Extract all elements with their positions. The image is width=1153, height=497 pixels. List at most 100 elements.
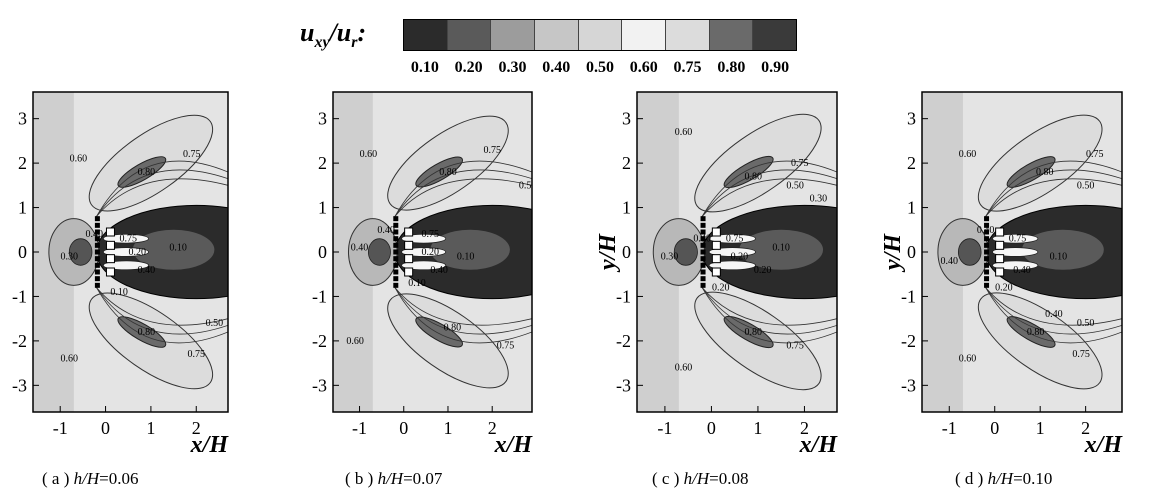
contour-label: 0.10 — [772, 243, 790, 254]
contour-label: 0.75 — [119, 234, 137, 245]
fence-marker — [700, 236, 706, 242]
fence-opening — [711, 227, 721, 237]
y-tick-label: 0 — [318, 242, 327, 262]
contour-label: 0.75 — [726, 234, 744, 245]
x-tick-label: 2 — [800, 418, 809, 438]
upstream-core — [68, 238, 93, 266]
fence-marker — [984, 282, 990, 288]
fence-marker — [393, 262, 399, 268]
contour-line — [701, 287, 837, 326]
contour-lobe — [723, 155, 774, 189]
contour-line — [394, 287, 532, 335]
legend-level-label: 0.10 — [410, 59, 439, 76]
y-tick-label: 1 — [318, 198, 327, 218]
legend-swatch — [404, 20, 448, 50]
contour-line — [985, 169, 1122, 217]
contour-label: 0.40 — [377, 225, 395, 236]
contour-label: 0.75 — [497, 340, 515, 351]
fence-opening — [995, 240, 1005, 250]
contour-label: 0.60 — [959, 149, 977, 160]
contour-line — [96, 287, 228, 335]
y-tick-label: 1 — [18, 198, 27, 218]
fence-marker — [984, 262, 990, 268]
legend-swatch — [622, 20, 667, 50]
y-tick-label: 3 — [622, 109, 631, 129]
fence-marker — [94, 256, 100, 262]
fence-marker — [94, 242, 100, 248]
fence-opening — [404, 227, 414, 237]
legend-swatch — [535, 20, 579, 50]
wake-inner — [430, 229, 510, 270]
legend-swatch — [578, 20, 623, 50]
contour-label: 0.60 — [70, 154, 88, 165]
x-tick-label: -1 — [942, 418, 957, 438]
contour-label: 0.80 — [745, 171, 763, 182]
y-tick-label: -1 — [616, 286, 631, 306]
contour-line — [985, 287, 1122, 326]
fence-marker — [393, 242, 399, 248]
contour-line — [96, 178, 228, 217]
contour-line — [394, 178, 532, 217]
y-tick-label: 0 — [18, 242, 27, 262]
fence-marker — [94, 282, 100, 288]
y-tick-label: 2 — [318, 153, 327, 173]
color-legend-bar — [403, 19, 797, 51]
fence-marker — [700, 282, 706, 288]
fence-marker — [94, 249, 100, 255]
contour-label: 0.10 — [457, 251, 475, 262]
contour-label: 0.75 — [422, 229, 440, 240]
legend-level-label: 0.40 — [542, 59, 571, 76]
y-tick-label: 0 — [907, 242, 916, 262]
contour-line — [394, 287, 532, 326]
contour-label: 0.75 — [483, 145, 501, 156]
contour-label: 0.10 — [169, 243, 187, 254]
contour-field: 0.600.800.750.500.400.400.750.100.400.20… — [922, 92, 1122, 412]
legend-swatch — [666, 20, 710, 50]
contour-label: 0.20 — [995, 283, 1013, 294]
fence-marker — [94, 236, 100, 242]
contour-label: 0.60 — [675, 127, 693, 138]
contour-lobe — [415, 316, 463, 348]
legend-title: uxy/ur: — [300, 18, 367, 52]
contour-label: 0.20 — [422, 247, 440, 258]
x-tick-label: 1 — [753, 418, 762, 438]
fence-marker — [700, 269, 706, 275]
contour-line — [985, 178, 1122, 217]
y-tick-label: 3 — [907, 109, 916, 129]
fence-marker — [393, 236, 399, 242]
x-tick-label: -1 — [352, 418, 367, 438]
fence-marker — [984, 269, 990, 275]
contour-label: 0.60 — [675, 363, 693, 374]
x-tick-label: 1 — [1036, 418, 1045, 438]
fence-opening — [404, 267, 414, 277]
y-tick-label: 1 — [907, 198, 916, 218]
contour-label: 0.75 — [1086, 149, 1104, 160]
contour-label: 0.75 — [188, 349, 206, 360]
legend-level-label: 0.30 — [498, 59, 527, 76]
wake-inner — [132, 229, 215, 270]
y-tick-label: 3 — [318, 109, 327, 129]
y-tick-label: 2 — [622, 153, 631, 173]
contour-lobe — [415, 156, 463, 188]
y-tick-label: 2 — [907, 153, 916, 173]
wake-inner — [1021, 229, 1104, 270]
y-tick-label: 1 — [622, 198, 631, 218]
fence-marker — [94, 262, 100, 268]
fence-marker — [94, 276, 100, 282]
fence-marker — [984, 236, 990, 242]
contour-label: 0.80 — [439, 167, 457, 178]
y-tick-label: -2 — [901, 331, 916, 351]
contour-label: 0.40 — [693, 234, 711, 245]
contour-label: 0.40 — [977, 225, 995, 236]
legend-swatch — [491, 20, 536, 50]
x-tick-label: 2 — [192, 418, 201, 438]
fence-marker — [700, 222, 706, 228]
contour-lobe — [723, 315, 774, 349]
x-tick-label: 0 — [101, 418, 110, 438]
x-tick-label: 2 — [1081, 418, 1090, 438]
legend-level-label: 0.80 — [717, 59, 746, 76]
contour-label: 0.20 — [731, 251, 749, 262]
x-axis-label: x/H — [190, 432, 230, 458]
fence-opening — [105, 240, 115, 250]
x-axis-label: x/H — [799, 432, 839, 458]
